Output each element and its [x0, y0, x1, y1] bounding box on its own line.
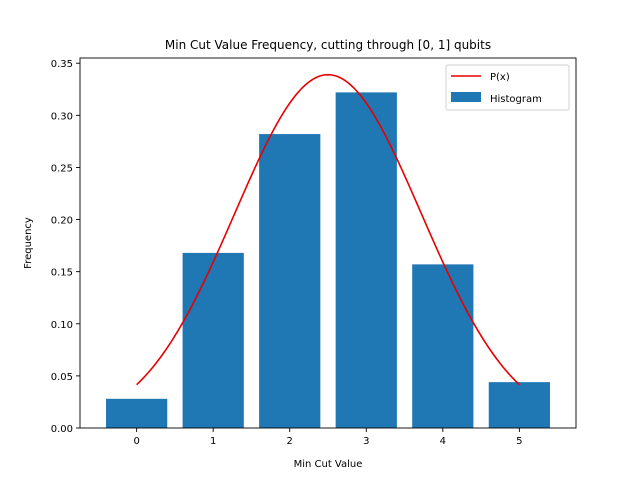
pdf-line: [136, 73, 520, 386]
histogram-bar: [488, 382, 550, 428]
axes-frame: [79, 57, 577, 429]
x-tick-label: 0: [133, 436, 139, 447]
y-tick-label: 0.15: [51, 268, 73, 279]
x-tick-label: 5: [516, 436, 522, 447]
histogram-bar: [259, 134, 321, 428]
y-tick-label: 0.00: [51, 424, 73, 435]
histogram-bar: [182, 252, 244, 428]
x-tick-label: 2: [287, 436, 293, 447]
y-tick-label: 0.35: [51, 59, 73, 70]
y-tick-label: 0.30: [51, 111, 73, 122]
histogram-bar: [335, 92, 397, 429]
bars-group: [106, 92, 550, 429]
legend-histogram-swatch: [451, 92, 481, 102]
x-axis: 0 1 2 3 4 5: [133, 428, 523, 447]
histogram-bar: [106, 398, 168, 428]
x-tick-label: 1: [210, 436, 216, 447]
chart-title: Min Cut Value Frequency, cutting through…: [165, 38, 491, 52]
y-tick-label: 0.25: [51, 163, 73, 174]
y-axis-label: Frequency: [23, 217, 34, 269]
x-tick-label: 4: [440, 436, 446, 447]
y-tick-label: 0.05: [51, 372, 73, 383]
y-tick-label: 0.20: [51, 216, 73, 227]
x-tick-label: 3: [363, 436, 369, 447]
legend-pdf-label: P(x): [490, 72, 510, 83]
y-axis: 0.00 0.05 0.10 0.15 0.20 0.25 0.30 0.35: [51, 59, 80, 435]
x-axis-label: Min Cut Value: [294, 459, 363, 470]
legend-histogram-label: Histogram: [490, 94, 542, 105]
histogram-bar: [412, 264, 474, 428]
y-tick-label: 0.10: [51, 320, 73, 331]
legend: P(x) Histogram: [445, 64, 570, 111]
